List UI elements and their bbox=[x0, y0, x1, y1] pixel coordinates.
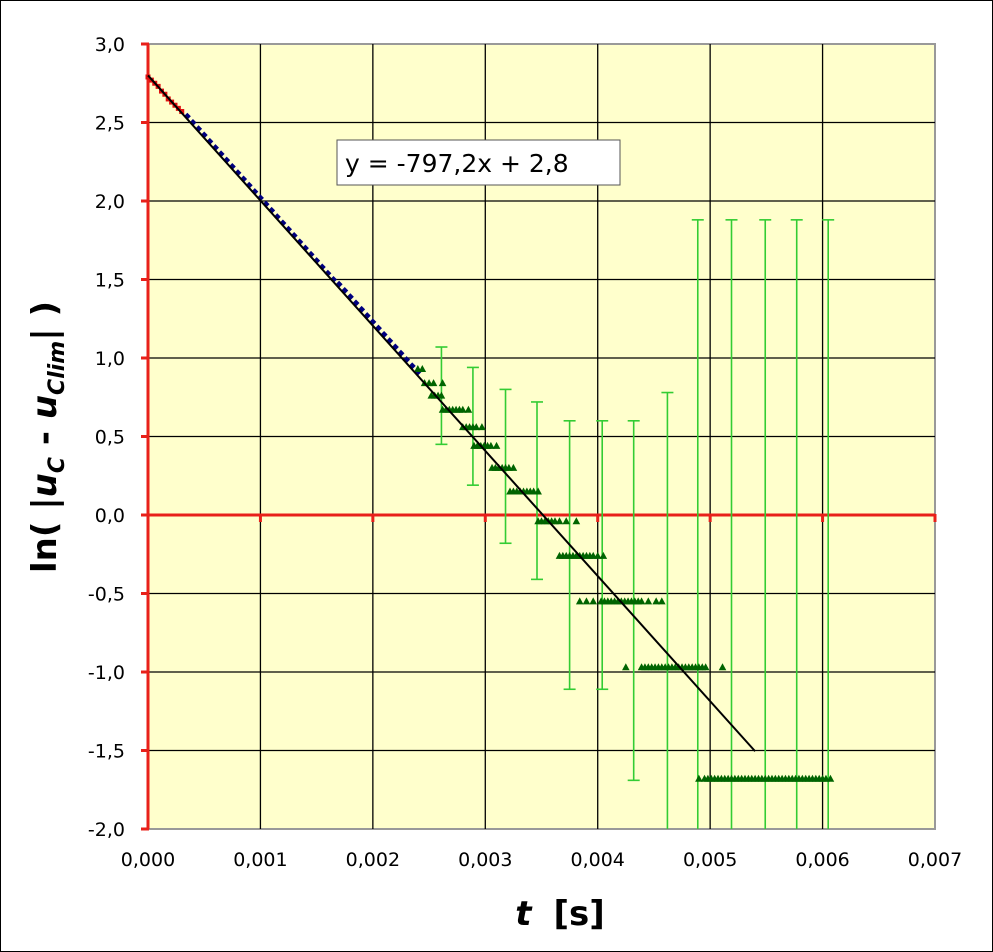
green-data-point bbox=[492, 441, 501, 449]
y-tick-label: -1,5 bbox=[88, 741, 125, 763]
green-data-point bbox=[572, 517, 581, 525]
error-bar bbox=[759, 219, 772, 829]
x-tick-labels: 0,000 0,001 0,002 0,003 0,004 0,005 0,006 0,007 bbox=[121, 849, 962, 871]
red-data-point bbox=[145, 74, 151, 80]
green-data-point bbox=[438, 379, 447, 387]
green-data-point bbox=[701, 663, 710, 671]
error-bar bbox=[725, 219, 738, 829]
y-tick-label: 0,0 bbox=[95, 505, 125, 527]
green-data-point bbox=[418, 364, 427, 372]
x-tick-label: 0,004 bbox=[571, 849, 625, 871]
trendline bbox=[147, 74, 756, 752]
y-tick-labels: 3,0 2,5 2,0 1,5 1,0 0,5 0,0 -0,5 -1,0 -1,5 -2,0 bbox=[88, 34, 125, 841]
green-data-point bbox=[555, 517, 564, 525]
green-data-point bbox=[652, 597, 660, 605]
gridlines bbox=[148, 44, 935, 829]
green-data-point bbox=[575, 597, 584, 605]
y-tick-label: -0,5 bbox=[88, 584, 125, 606]
x-tick-label: 0,006 bbox=[795, 849, 849, 871]
axes bbox=[141, 42, 937, 831]
x-tick-label: 0,001 bbox=[233, 849, 287, 871]
green-data-point bbox=[695, 774, 703, 782]
green-data-point bbox=[657, 597, 666, 605]
y-tick-label: 1,5 bbox=[95, 270, 125, 292]
error-bar bbox=[822, 219, 835, 829]
green-data-point bbox=[593, 551, 602, 559]
x-tick-label: 0,005 bbox=[683, 849, 737, 871]
x-tick-label: 0,000 bbox=[121, 849, 175, 871]
green-data-point bbox=[464, 405, 473, 413]
error-bar bbox=[691, 219, 704, 829]
trendline-equation-box: y = -797,2x + 2,8 bbox=[336, 139, 621, 186]
x-axis-title: t [s] bbox=[515, 894, 605, 934]
green-data-point bbox=[622, 663, 630, 671]
y-tick-label: 2,0 bbox=[95, 191, 125, 213]
trendline-equation: y = -797,2x + 2,8 bbox=[345, 149, 569, 178]
green-data-point bbox=[826, 774, 835, 782]
green-data-point bbox=[637, 597, 646, 605]
green-data-point bbox=[487, 441, 495, 449]
green-data-point bbox=[589, 597, 598, 605]
green-data-point bbox=[582, 597, 591, 605]
error-bar bbox=[790, 219, 803, 829]
green-data-point bbox=[599, 551, 608, 559]
y-tick-label: -2,0 bbox=[88, 819, 125, 841]
y-axis-title: ln( |uC - uClim| ) bbox=[25, 301, 70, 573]
green-data-point bbox=[718, 663, 727, 671]
error-bar bbox=[661, 391, 674, 829]
green-data-point bbox=[478, 423, 486, 431]
y-tick-label: 1,0 bbox=[95, 348, 125, 370]
green-data-point bbox=[644, 597, 653, 605]
green-data-point bbox=[509, 463, 518, 471]
green-data-point bbox=[429, 379, 438, 387]
y-tick-label: 2,5 bbox=[95, 113, 125, 135]
green-data-point bbox=[437, 391, 446, 399]
green-data-point bbox=[472, 423, 481, 431]
green-data-point bbox=[534, 487, 542, 495]
green-data-point bbox=[562, 517, 571, 525]
x-tick-label: 0,003 bbox=[458, 849, 512, 871]
y-tick-label: -1,0 bbox=[88, 662, 125, 684]
y-tick-label: 0,5 bbox=[95, 427, 125, 449]
green-data-point bbox=[459, 405, 467, 413]
x-tick-label: 0,002 bbox=[346, 849, 400, 871]
y-tick-label: 3,0 bbox=[95, 34, 125, 56]
x-tick-label: 0,007 bbox=[908, 849, 962, 871]
